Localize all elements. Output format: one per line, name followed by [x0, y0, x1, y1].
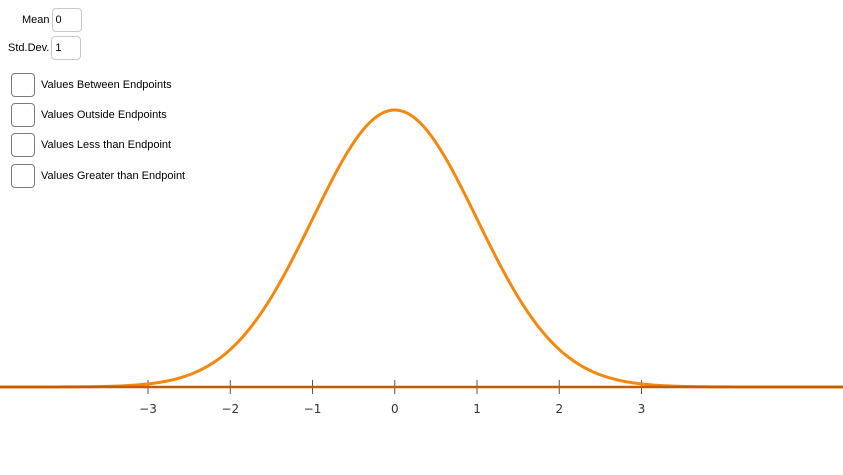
sd-row: Std.Dev.	[8, 36, 82, 60]
x-tick-label: 3	[638, 402, 646, 416]
mean-input[interactable]	[51, 8, 82, 32]
checkbox-greater-label: Values Greater than Endpoint	[41, 170, 186, 182]
checkbox-less-than-endpoint[interactable]: Values Less than Endpoint	[11, 133, 171, 157]
checkbox-outside-endpoints[interactable]: Values Outside Endpoints	[11, 103, 167, 127]
mean-label: Mean	[22, 14, 50, 26]
checkbox-greater-than-endpoint[interactable]: Values Greater than Endpoint	[11, 164, 185, 188]
normal-curve	[0, 108, 843, 389]
mean-row: Mean	[22, 8, 82, 32]
sd-label: Std.Dev.	[8, 42, 50, 54]
checkbox-greater-box[interactable]	[11, 164, 35, 188]
checkbox-between-box[interactable]	[11, 73, 35, 97]
x-axis-ticks: −3 −2 −1 0 1 2 3	[139, 380, 645, 416]
x-tick-label: −2	[221, 402, 239, 416]
x-tick-label: 2	[555, 402, 563, 416]
checkbox-outside-label: Values Outside Endpoints	[41, 109, 167, 121]
checkbox-outside-box[interactable]	[11, 103, 35, 127]
x-tick-label: 1	[473, 402, 481, 416]
x-tick-label: 0	[391, 402, 399, 416]
x-tick-label: −1	[304, 402, 322, 416]
checkbox-less-label: Values Less than Endpoint	[41, 139, 172, 151]
checkbox-between-endpoints[interactable]: Values Between Endpoints	[11, 73, 172, 97]
checkbox-less-box[interactable]	[11, 133, 35, 157]
x-tick-label: −3	[139, 402, 157, 416]
sd-input[interactable]	[51, 36, 82, 60]
checkbox-between-label: Values Between Endpoints	[41, 79, 172, 91]
